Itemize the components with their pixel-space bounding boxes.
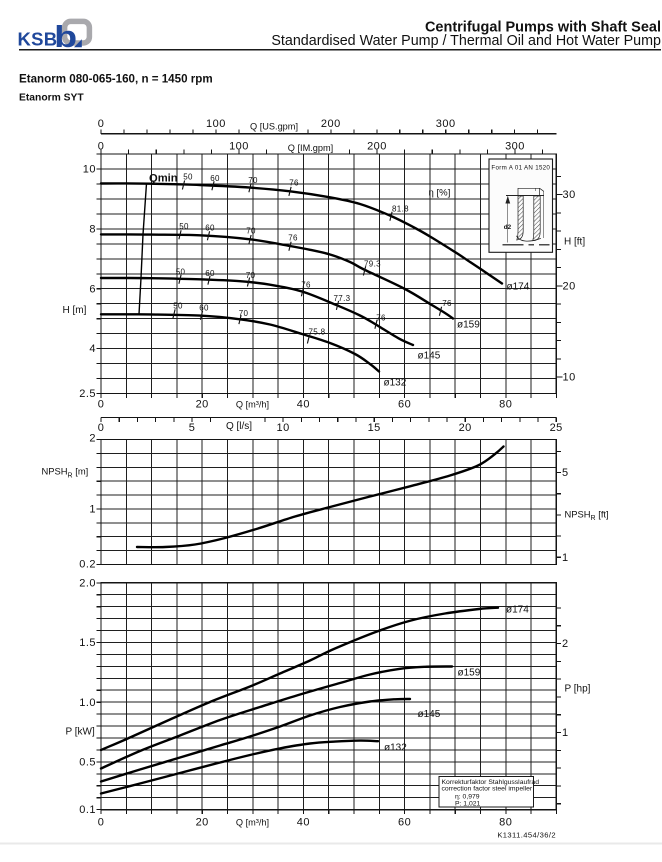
svg-text:10: 10 (83, 164, 96, 176)
svg-text:60: 60 (398, 817, 411, 829)
svg-text:2: 2 (89, 432, 96, 444)
svg-text:ø132: ø132 (384, 743, 407, 754)
svg-text:20: 20 (196, 817, 209, 829)
svg-text:ø159: ø159 (458, 668, 481, 679)
svg-text:η [%]: η [%] (429, 188, 451, 199)
svg-text:20: 20 (563, 280, 576, 292)
svg-text:50: 50 (173, 302, 183, 311)
svg-text:0.5: 0.5 (79, 757, 96, 769)
svg-text:1.5: 1.5 (79, 637, 96, 649)
svg-text:30: 30 (563, 189, 576, 201)
svg-text:60: 60 (210, 174, 220, 183)
svg-text:1: 1 (562, 727, 569, 739)
svg-text:20: 20 (459, 422, 472, 434)
svg-text:ø159: ø159 (457, 320, 480, 331)
svg-text:Etanorm 080-065-160, n = 1450: Etanorm 080-065-160, n = 1450 rpm (19, 73, 213, 86)
svg-text:50: 50 (183, 173, 193, 182)
svg-text:ø174: ø174 (507, 282, 530, 293)
svg-text:300: 300 (505, 140, 525, 152)
svg-text:60: 60 (199, 304, 209, 313)
svg-text:1.0: 1.0 (79, 697, 96, 709)
svg-text:10: 10 (563, 372, 576, 384)
svg-text:76: 76 (289, 179, 299, 188)
svg-text:NPSHR [ft]: NPSHR [ft] (565, 509, 609, 523)
svg-text:NPSHR [m]: NPSHR [m] (42, 465, 89, 479)
svg-text:70: 70 (246, 226, 256, 235)
svg-text:H [ft]: H [ft] (564, 237, 585, 248)
svg-text:300: 300 (436, 118, 456, 130)
svg-text:100: 100 (206, 118, 226, 130)
svg-text:P: 1,021: P: 1,021 (455, 800, 481, 807)
svg-text:ø174: ø174 (506, 605, 529, 616)
svg-text:60: 60 (398, 399, 411, 411)
svg-text:η: 0,979: η: 0,979 (455, 793, 480, 800)
svg-text:76: 76 (301, 281, 311, 290)
svg-text:50: 50 (179, 222, 189, 231)
svg-text:6: 6 (89, 283, 96, 295)
svg-text:d2: d2 (504, 224, 512, 231)
svg-text:Q [l/s]: Q [l/s] (226, 421, 252, 432)
svg-text:Qmin: Qmin (149, 173, 178, 185)
svg-text:ø132: ø132 (384, 378, 407, 389)
svg-text:80: 80 (499, 817, 512, 829)
svg-text:60: 60 (205, 269, 215, 278)
svg-text:81.8: 81.8 (392, 205, 409, 214)
svg-text:40: 40 (297, 817, 310, 829)
svg-text:70: 70 (248, 176, 258, 185)
svg-text:100: 100 (229, 140, 249, 152)
svg-text:5: 5 (189, 422, 196, 434)
svg-text:0.1: 0.1 (79, 804, 96, 816)
svg-text:76: 76 (288, 233, 298, 242)
svg-text:0.2: 0.2 (79, 559, 96, 571)
svg-text:20: 20 (196, 399, 209, 411)
svg-text:0: 0 (98, 118, 105, 130)
svg-text:40: 40 (297, 399, 310, 411)
svg-text:0: 0 (98, 399, 105, 411)
svg-text:76: 76 (376, 314, 386, 323)
svg-text:200: 200 (321, 118, 341, 130)
svg-text:K1311.454/36/2: K1311.454/36/2 (497, 831, 556, 840)
svg-text:Form A 01 AN 1520: Form A 01 AN 1520 (491, 164, 550, 171)
svg-text:70: 70 (246, 271, 256, 280)
svg-text:Q [m³/h]: Q [m³/h] (236, 817, 269, 827)
svg-text:ø145: ø145 (418, 709, 441, 720)
svg-text:70: 70 (239, 309, 249, 318)
svg-text:10: 10 (276, 422, 289, 434)
svg-text:200: 200 (367, 140, 387, 152)
svg-text:Korrekturfaktor Stahlgusslaufr: Korrekturfaktor Stahlgusslaufrad (442, 779, 540, 786)
svg-text:H [m]: H [m] (63, 305, 87, 316)
svg-text:79.3: 79.3 (364, 259, 381, 268)
svg-text:5: 5 (562, 467, 569, 479)
svg-text:76: 76 (442, 299, 452, 308)
svg-text:15: 15 (368, 422, 381, 434)
svg-text:2.5: 2.5 (79, 388, 96, 400)
svg-text:Standardised Water Pump / Ther: Standardised Water Pump / Thermal Oil an… (271, 33, 661, 49)
svg-text:0: 0 (98, 140, 105, 152)
svg-text:correction factor steel impell: correction factor steel impeller (442, 786, 533, 793)
svg-text:75.8: 75.8 (309, 327, 326, 336)
svg-text:Q [US.gpm]: Q [US.gpm] (250, 121, 298, 131)
svg-text:KSB: KSB (18, 29, 58, 50)
svg-text:80: 80 (499, 399, 512, 411)
svg-text:Etanorm SYT: Etanorm SYT (19, 93, 84, 104)
svg-text:1: 1 (89, 504, 96, 516)
svg-text:8: 8 (89, 223, 96, 235)
svg-text:50: 50 (176, 268, 186, 277)
svg-text:P [kW]: P [kW] (66, 726, 95, 737)
svg-text:Q [m³/h]: Q [m³/h] (236, 399, 269, 409)
svg-text:P [hp]: P [hp] (565, 683, 591, 694)
svg-text:2.0: 2.0 (79, 577, 96, 589)
svg-text:4: 4 (89, 343, 96, 355)
svg-text:25: 25 (550, 422, 563, 434)
svg-text:Q [IM.gpm]: Q [IM.gpm] (288, 143, 333, 153)
svg-text:Centrifugal Pumps with Shaft S: Centrifugal Pumps with Shaft Seal (425, 20, 661, 36)
svg-text:0: 0 (98, 422, 105, 434)
svg-text:0: 0 (98, 817, 105, 829)
svg-text:ø145: ø145 (418, 351, 441, 362)
svg-text:b: b (54, 20, 77, 54)
svg-text:1: 1 (562, 552, 569, 564)
svg-text:2: 2 (562, 638, 569, 650)
svg-text:77.3: 77.3 (334, 294, 351, 303)
svg-text:60: 60 (205, 223, 215, 232)
